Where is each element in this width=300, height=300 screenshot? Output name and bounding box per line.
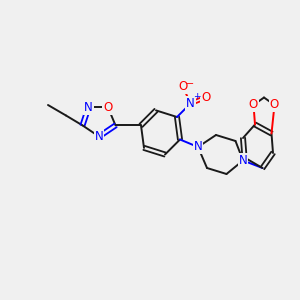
Text: O: O <box>178 80 188 94</box>
Text: N: N <box>194 140 202 154</box>
Text: O: O <box>201 91 210 104</box>
Text: O: O <box>249 98 258 112</box>
Text: N: N <box>94 130 103 143</box>
Text: +: + <box>194 92 201 101</box>
Text: O: O <box>103 101 112 114</box>
Text: O: O <box>270 98 279 112</box>
Text: N: N <box>238 154 247 167</box>
Text: −: − <box>185 79 194 89</box>
Text: N: N <box>84 101 93 114</box>
Text: N: N <box>186 97 195 110</box>
